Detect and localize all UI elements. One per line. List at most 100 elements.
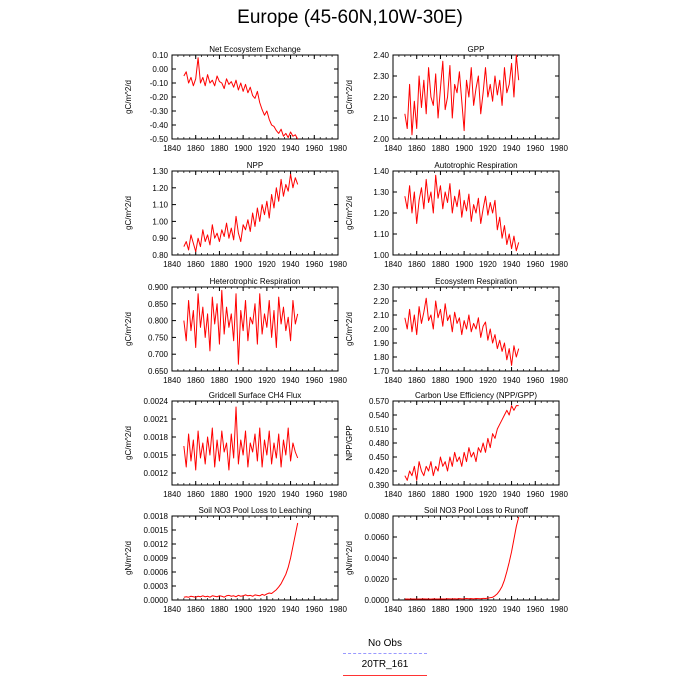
y-tick-label: 0.750 <box>148 333 169 342</box>
x-tick-label: 1980 <box>329 376 347 385</box>
y-tick-label: 0.480 <box>369 439 390 448</box>
legend-line-no-obs <box>343 653 427 654</box>
panel-title: Soil NO3 Pool Loss to Leaching <box>199 506 312 515</box>
y-tick-label: 1.10 <box>373 230 389 239</box>
y-tick-label: 0.0000 <box>144 596 169 605</box>
y-tick-label: 0.0003 <box>144 582 169 591</box>
x-tick-label: 1940 <box>503 490 521 499</box>
y-tick-label: -0.50 <box>150 135 169 144</box>
y-tick-label: 0.10 <box>152 51 168 60</box>
y-tick-label: 0.450 <box>369 453 390 462</box>
y-tick-label: -0.30 <box>150 107 169 116</box>
y-tick-label: 2.40 <box>373 51 389 60</box>
x-tick-label: 1880 <box>432 605 450 614</box>
plot-frame <box>392 515 560 601</box>
y-axis-label: gC/m^2/d <box>124 312 133 346</box>
x-tick-label: 1860 <box>187 376 205 385</box>
x-tick-label: 1880 <box>432 490 450 499</box>
x-tick-label: 1900 <box>455 605 473 614</box>
x-tick-label: 1980 <box>550 605 568 614</box>
y-tick-label: 1.30 <box>152 167 168 176</box>
y-tick-label: 0.0006 <box>144 568 169 577</box>
x-tick-label: 1840 <box>384 376 402 385</box>
x-tick-label: 1960 <box>305 376 323 385</box>
x-tick-label: 1960 <box>526 376 544 385</box>
panel-3: 1840 1860 1880 1900 1920 1940 1960 1980 0.80 0.90… <box>124 161 347 269</box>
y-tick-label: 2.20 <box>373 297 389 306</box>
x-tick-label: 1860 <box>408 260 426 269</box>
legend: No Obs 20TR_161 <box>330 636 440 696</box>
x-tick-label: 1860 <box>187 144 205 153</box>
x-tick-label: 1980 <box>329 490 347 499</box>
x-tick-label: 1920 <box>479 376 497 385</box>
x-tick-label: 1920 <box>258 144 276 153</box>
y-tick-label: 1.20 <box>373 209 389 218</box>
y-tick-label: 0.650 <box>148 367 169 376</box>
x-tick-label: 1900 <box>455 260 473 269</box>
y-tick-label: 1.90 <box>373 339 389 348</box>
y-axis-label: gC/m^2/d <box>124 196 133 230</box>
x-tick-label: 1920 <box>258 490 276 499</box>
x-tick-label: 1840 <box>384 144 402 153</box>
y-tick-label: 0.0040 <box>365 554 390 563</box>
series-line <box>183 289 299 365</box>
x-tick-label: 1860 <box>187 260 205 269</box>
x-tick-label: 1960 <box>526 144 544 153</box>
x-tick-label: 1920 <box>258 260 276 269</box>
y-tick-label: 0.0018 <box>144 433 169 442</box>
series-line <box>183 57 299 140</box>
y-axis-label: gN/m^2/d <box>124 541 133 575</box>
series-line <box>404 297 520 366</box>
y-tick-label: 0.800 <box>148 317 169 326</box>
y-tick-label: 2.00 <box>373 325 389 334</box>
x-tick-label: 1840 <box>163 376 181 385</box>
x-tick-label: 1840 <box>384 490 402 499</box>
x-tick-label: 1880 <box>432 260 450 269</box>
y-tick-label: 0.00 <box>152 65 168 74</box>
y-tick-label: 0.0012 <box>144 469 169 478</box>
x-tick-label: 1900 <box>234 490 252 499</box>
y-tick-label: 0.0012 <box>144 540 169 549</box>
y-tick-label: 1.30 <box>373 188 389 197</box>
page-title: Europe (45-60N,10W-30E) <box>237 7 463 28</box>
y-tick-label: 1.10 <box>152 201 168 210</box>
x-tick-label: 1860 <box>408 144 426 153</box>
plot-frame <box>171 515 339 601</box>
panel-9: 1840 1860 1880 1900 1920 1940 1960 1980 0.0000 0.… <box>124 506 347 614</box>
x-tick-label: 1880 <box>432 144 450 153</box>
series-line <box>183 173 299 253</box>
x-tick-label: 1980 <box>550 376 568 385</box>
x-tick-label: 1900 <box>455 144 473 153</box>
y-tick-label: 0.900 <box>148 283 169 292</box>
panel-title: Gridcell Surface CH4 Flux <box>209 391 301 400</box>
x-tick-label: 1920 <box>258 376 276 385</box>
y-tick-label: -0.20 <box>150 93 169 102</box>
panel-title: Carbon Use Efficiency (NPP/GPP) <box>415 391 537 400</box>
panel-title: Ecosystem Respiration <box>435 277 517 286</box>
x-tick-label: 1880 <box>211 260 229 269</box>
y-tick-label: 0.700 <box>148 350 169 359</box>
y-axis-label: gC/m^2/d <box>124 426 133 460</box>
x-tick-label: 1940 <box>503 376 521 385</box>
x-tick-label: 1980 <box>550 490 568 499</box>
legend-line-20tr-161 <box>343 675 427 676</box>
x-tick-label: 1900 <box>234 260 252 269</box>
x-tick-label: 1980 <box>550 260 568 269</box>
y-tick-label: 1.70 <box>373 367 389 376</box>
x-tick-label: 1900 <box>455 376 473 385</box>
x-tick-label: 1960 <box>526 490 544 499</box>
panel-title: Heterotrophic Respiration <box>210 277 301 286</box>
x-tick-label: 1960 <box>526 260 544 269</box>
x-tick-label: 1860 <box>187 490 205 499</box>
y-axis-label: gC/m^2/d <box>345 80 354 114</box>
panel-title: GPP <box>468 45 485 54</box>
x-tick-label: 1960 <box>305 490 323 499</box>
y-tick-label: 0.0000 <box>365 596 390 605</box>
panel-title: Autotrophic Respiration <box>434 161 517 170</box>
x-tick-label: 1980 <box>329 144 347 153</box>
y-axis-label: gC/m^2/d <box>345 196 354 230</box>
y-axis-label: gC/m^2/d <box>345 312 354 346</box>
y-tick-label: 2.00 <box>373 135 389 144</box>
y-tick-label: -0.10 <box>150 79 169 88</box>
series-line <box>404 54 520 136</box>
